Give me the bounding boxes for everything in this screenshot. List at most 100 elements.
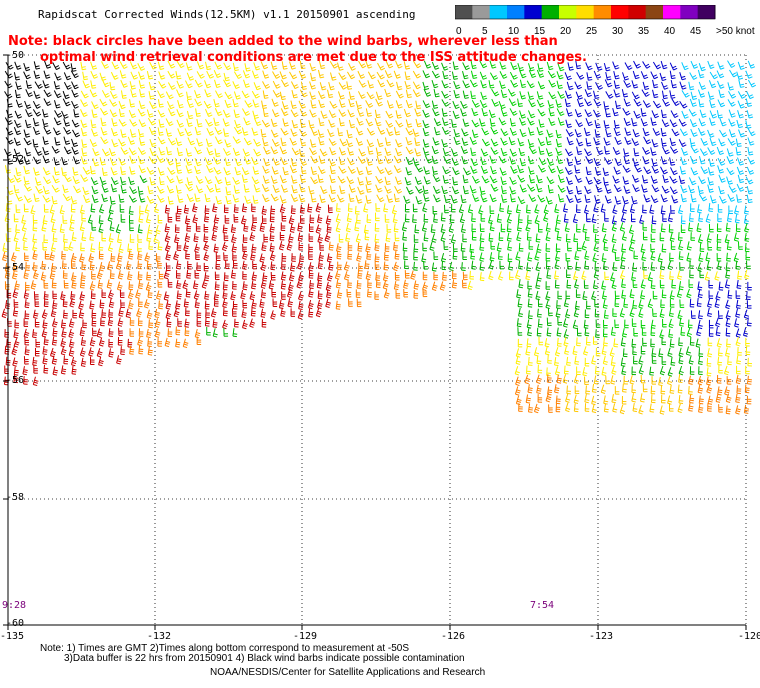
wind-barb xyxy=(177,318,182,327)
wind-barb xyxy=(433,271,438,281)
wind-barb xyxy=(401,221,407,232)
wind-barb xyxy=(87,214,94,225)
wind-barb xyxy=(452,61,459,70)
wind-barb xyxy=(23,137,32,146)
wind-barb xyxy=(605,91,614,99)
wind-barb xyxy=(548,79,557,88)
wind-barb xyxy=(176,60,185,69)
wind-barb xyxy=(375,91,383,100)
wind-barb xyxy=(88,253,95,263)
wind-barb xyxy=(582,366,588,377)
wind-barb xyxy=(34,81,43,89)
wind-barb xyxy=(144,252,151,262)
wind-barb xyxy=(622,348,628,358)
wind-barb xyxy=(329,185,336,194)
wind-barb xyxy=(678,365,684,376)
wind-barb xyxy=(282,166,289,176)
wind-barb xyxy=(355,195,363,204)
wind-barb xyxy=(72,129,81,138)
wind-barb xyxy=(422,139,430,148)
wind-barb xyxy=(660,109,667,119)
wind-barb xyxy=(110,71,119,80)
wind-barb xyxy=(213,98,220,108)
wind-barb xyxy=(515,395,522,406)
wind-barb xyxy=(651,110,659,119)
wind-barb xyxy=(667,212,673,223)
wind-barb xyxy=(118,108,125,118)
wind-barb xyxy=(14,110,23,119)
wind-barb xyxy=(138,345,144,355)
wind-barb xyxy=(109,109,118,118)
wind-barb xyxy=(689,260,694,270)
wind-barb xyxy=(698,403,704,413)
wind-barb xyxy=(585,118,593,127)
wind-barb xyxy=(91,109,98,118)
legend-swatch xyxy=(697,5,716,19)
wind-barb xyxy=(109,157,117,166)
wind-barb xyxy=(128,176,135,186)
wind-barb xyxy=(452,110,460,119)
wind-barb xyxy=(431,79,439,89)
wind-barb xyxy=(715,317,721,328)
wind-barb xyxy=(509,271,514,281)
wind-barb xyxy=(585,336,591,346)
wind-barb xyxy=(299,253,305,263)
wind-barb xyxy=(576,138,584,147)
wind-barb xyxy=(99,98,108,107)
wind-barb xyxy=(507,205,512,215)
wind-barb xyxy=(716,234,722,243)
wind-barb xyxy=(662,213,667,222)
wind-barb xyxy=(51,279,57,289)
wind-barb xyxy=(69,221,75,232)
wind-barb xyxy=(163,291,170,301)
wind-barb xyxy=(404,213,410,223)
wind-barb xyxy=(108,204,114,215)
wind-barb xyxy=(280,128,289,136)
wind-barb xyxy=(614,158,623,167)
wind-barb xyxy=(337,127,344,137)
wind-barb xyxy=(43,291,49,300)
wind-barb xyxy=(100,127,108,136)
wind-barb xyxy=(80,174,89,182)
wind-barb xyxy=(279,71,287,80)
wind-barb xyxy=(660,385,666,395)
legend-swatch xyxy=(472,5,491,19)
wind-barb xyxy=(129,61,138,70)
wind-barb xyxy=(346,212,352,223)
wind-barb xyxy=(688,185,695,194)
wind-barb xyxy=(737,241,743,250)
wind-barb xyxy=(233,214,239,223)
wind-barb xyxy=(548,165,556,174)
wind-barb xyxy=(348,98,355,108)
wind-barb xyxy=(489,222,495,232)
wind-barb xyxy=(196,262,202,271)
wind-barb xyxy=(259,222,265,232)
wind-barb xyxy=(747,137,755,146)
wind-barb xyxy=(510,61,518,70)
wind-barb xyxy=(461,262,466,272)
wind-barb xyxy=(575,204,581,213)
wind-barb xyxy=(52,327,58,337)
wind-barb xyxy=(450,234,456,244)
wind-barb xyxy=(51,223,57,233)
wind-barb xyxy=(377,79,386,88)
wind-barb xyxy=(176,279,182,290)
wind-barb xyxy=(451,119,457,128)
wind-barb xyxy=(348,62,356,71)
wind-barb xyxy=(4,148,12,157)
wind-barb xyxy=(404,270,410,279)
wind-barb xyxy=(696,297,702,307)
wind-barb xyxy=(412,89,421,98)
wind-barb xyxy=(194,90,202,99)
wind-barb xyxy=(72,167,79,176)
wind-barb xyxy=(517,214,523,224)
wind-barb xyxy=(678,347,684,358)
wind-barb xyxy=(269,242,275,252)
legend-label: 30 xyxy=(612,26,624,37)
wind-barb xyxy=(310,155,319,164)
wind-barb xyxy=(677,270,683,280)
wind-barb xyxy=(620,252,626,262)
wind-barb xyxy=(355,137,364,146)
wind-barb xyxy=(480,156,487,166)
wind-barb xyxy=(165,251,171,261)
